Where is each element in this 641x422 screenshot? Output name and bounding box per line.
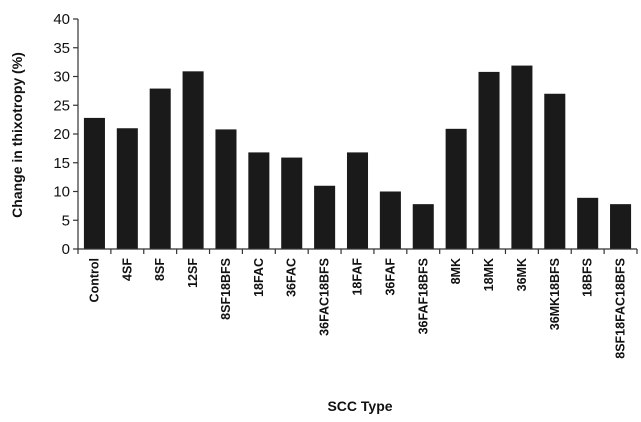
bar-8sf18bfs [215, 129, 237, 249]
bar-8sf18fac18bfs [610, 204, 632, 249]
bar-18mk [478, 71, 500, 250]
bar-18fac [248, 152, 270, 249]
y-tick-label: 40 [53, 11, 70, 28]
y-tick-label: 5 [62, 212, 70, 229]
y-axis-title: Change in thixotropy (%) [9, 52, 25, 218]
bar-4sf [116, 128, 138, 249]
bar-8mk [445, 128, 467, 249]
bar-control [83, 117, 105, 250]
x-category-label: 8SF18BFS [219, 258, 233, 320]
bar-12sf [182, 71, 204, 249]
bar-series [83, 65, 632, 250]
x-category-label: 8MK [449, 258, 463, 284]
bar-18bfs [577, 197, 599, 249]
x-category-label: 36FAF18BFS [416, 258, 430, 334]
x-category-label: 18FAF [351, 258, 365, 296]
x-category-label: 8SF [153, 258, 167, 281]
bar-36fac18bfs [314, 185, 336, 249]
y-tick-label: 0 [62, 241, 70, 258]
bar-36mk [511, 65, 533, 249]
y-tick-label: 35 [53, 40, 70, 57]
x-category-label: 18BFS [581, 258, 595, 297]
y-tick-label: 25 [53, 97, 70, 114]
x-category-label: 36MK18BFS [548, 258, 562, 330]
bar-36faf18bfs [412, 204, 434, 249]
bar-36faf [379, 191, 401, 249]
y-tick-label: 20 [53, 126, 70, 143]
x-category-label: 36MK [515, 258, 529, 291]
x-category-label: 12SF [186, 258, 200, 288]
x-axis: Control 4SF 8SF 12SF 8SF18BFS 18FAC 36FAC 36FAC… [77, 248, 638, 359]
x-category-label: 18FAC [252, 258, 266, 297]
x-category-label: Control [87, 258, 101, 302]
x-category-label: 4SF [120, 258, 134, 281]
bar-18faf [346, 152, 369, 249]
y-tick-label: 10 [53, 184, 70, 201]
bar-36fac [281, 157, 303, 249]
x-axis-title: SCC Type [327, 398, 392, 414]
x-category-label: 36FAC18BFS [318, 258, 332, 336]
y-tick-label: 30 [53, 69, 70, 86]
bar-8sf [149, 88, 171, 249]
x-category-label: 36FAF [383, 258, 397, 296]
y-tick-label: 15 [53, 155, 70, 172]
y-axis: 0 5 10 15 20 25 30 35 40 [53, 11, 79, 258]
bar-36mk18bfs [544, 93, 566, 249]
x-category-label: 36FAC [285, 258, 299, 297]
x-category-label: 8SF18FAC18BFS [614, 258, 628, 359]
x-category-label: 18MK [482, 258, 496, 291]
